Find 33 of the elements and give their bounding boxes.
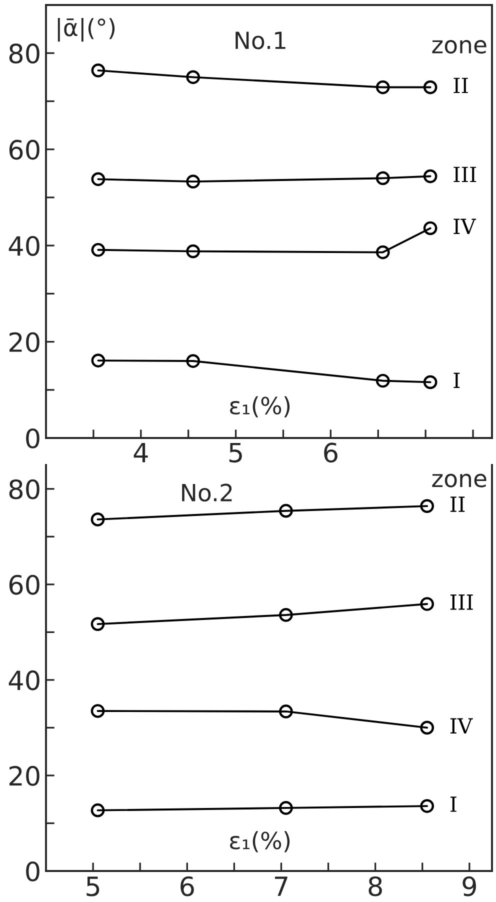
y-tick-label: 80 [9,44,40,64]
series-label: III [450,594,473,610]
y-tick-label: 20 [9,766,40,786]
series-label: III [454,166,476,182]
x-axis-title: ε₁(%) [230,831,290,852]
y-tick-label: 40 [8,236,40,256]
y-tick-label: 20 [9,332,40,352]
y-tick-label: 0 [26,428,40,448]
text: No.2 [182,484,232,502]
x-tick-label: 8 [368,876,382,896]
y-tick-label: 60 [9,140,40,160]
series-label: I [454,372,460,388]
x-tick-label: 7 [275,876,288,896]
legend-title: zone [432,40,486,54]
y-axis-title: |ᾱ|(°) [58,18,115,42]
y-tick-label: 0 [26,861,40,882]
x-axis-title: ε₁(%) [230,396,290,418]
y-tick-label: 40 [8,670,40,690]
x-tick-label: 6 [180,876,194,896]
x-tick-label: 6 [324,442,338,463]
series-label: IV [454,218,476,234]
x-tick-label: 5 [229,442,242,463]
y-tick-label: 80 [9,479,40,500]
x-tick-label: 9 [462,876,476,896]
x-tick-label: 5 [86,876,100,896]
y-tick-label: 60 [9,574,40,595]
text: No.1 [236,32,286,50]
series-label: II [454,78,468,94]
series-label: IV [450,718,473,734]
x-tick-label: 4 [134,442,148,462]
legend-title: zone [432,474,486,488]
series-label: I [450,796,456,812]
series-label: II [450,496,465,512]
